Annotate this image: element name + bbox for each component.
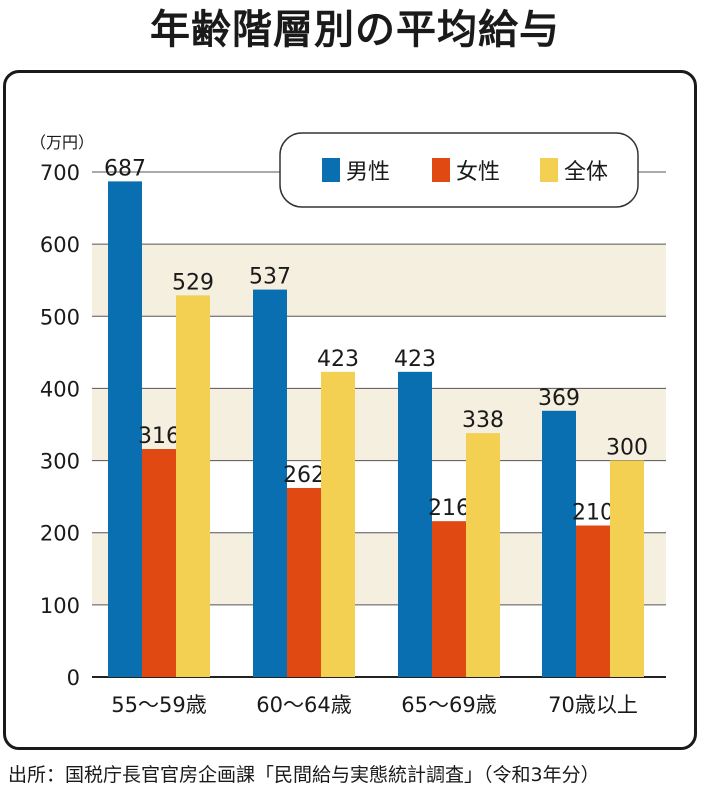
legend-swatch bbox=[322, 158, 340, 182]
y-tick-label: 0 bbox=[67, 666, 80, 690]
legend-swatch bbox=[432, 158, 450, 182]
bar-chart: 0 100 200 300 400 500 600 700 （万円） 687 316 529 55〜59… bbox=[30, 132, 666, 717]
bar-value-label: 316 bbox=[138, 424, 180, 449]
bar-男性-0 bbox=[108, 181, 142, 677]
legend-box bbox=[279, 132, 639, 208]
x-category-label: 60〜64歳 bbox=[256, 693, 351, 717]
y-tick-label: 300 bbox=[40, 450, 80, 474]
legend-label: 女性 bbox=[456, 160, 500, 185]
bar-女性-3 bbox=[576, 525, 610, 677]
y-tick-label: 400 bbox=[40, 377, 80, 401]
bar-女性-1 bbox=[287, 487, 321, 677]
bar-value-label: 529 bbox=[172, 270, 214, 295]
bar-全体-1 bbox=[321, 371, 355, 677]
legend-label: 男性 bbox=[346, 160, 390, 185]
y-unit-label: （万円） bbox=[30, 133, 94, 152]
chart-title: 年齢階層別の平均給与 bbox=[150, 7, 560, 53]
y-tick-label: 500 bbox=[40, 305, 80, 329]
legend-swatch bbox=[540, 158, 558, 182]
bar-value-label: 423 bbox=[394, 347, 436, 372]
bar-value-label: 369 bbox=[538, 386, 580, 411]
x-category-label: 70歳以上 bbox=[548, 693, 638, 717]
bar-男性-3 bbox=[542, 410, 576, 677]
bar-女性-0 bbox=[142, 449, 176, 677]
x-category-label: 55〜59歳 bbox=[111, 693, 206, 717]
bar-value-label: 423 bbox=[317, 347, 359, 372]
y-tick-label: 100 bbox=[40, 594, 80, 618]
source-note: 出所：国税庁長官官房企画課「民間給与実態統計調査」（令和3年分） bbox=[8, 764, 600, 786]
bar-value-label: 687 bbox=[104, 156, 146, 181]
legend-label: 全体 bbox=[564, 160, 608, 185]
bar-value-label: 537 bbox=[249, 265, 291, 290]
bar-value-label: 300 bbox=[606, 436, 648, 461]
bar-男性-1 bbox=[253, 289, 287, 677]
y-tick-label: 200 bbox=[40, 522, 80, 546]
bar-value-label: 210 bbox=[572, 501, 614, 526]
bar-value-label: 262 bbox=[283, 463, 325, 488]
bar-男性-2 bbox=[398, 371, 432, 677]
bar-全体-0 bbox=[176, 295, 210, 677]
bar-value-label: 216 bbox=[428, 496, 470, 521]
x-category-label: 65〜69歳 bbox=[401, 693, 496, 717]
bar-全体-3 bbox=[610, 460, 644, 677]
y-tick-label: 700 bbox=[40, 161, 80, 185]
bar-全体-2 bbox=[466, 433, 500, 677]
bar-value-label: 338 bbox=[462, 408, 504, 433]
bar-女性-2 bbox=[432, 521, 466, 677]
y-tick-label: 600 bbox=[40, 233, 80, 257]
